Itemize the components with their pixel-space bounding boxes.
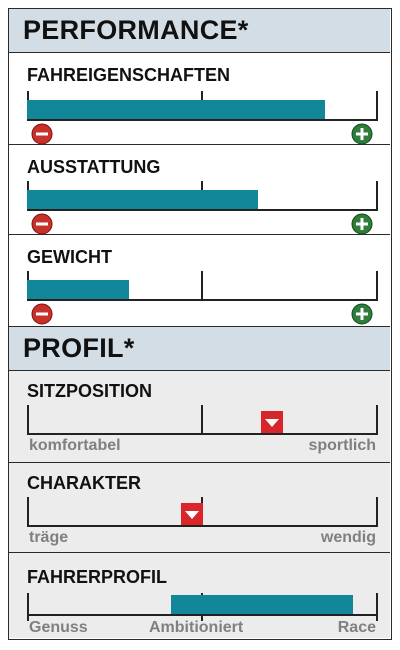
scale-end-tick: [376, 405, 378, 435]
row-charakter: CHARAKTER träge wendig: [9, 463, 390, 553]
row-fahreigenschaften: FAHREIGENSCHAFTEN: [9, 53, 390, 145]
plus-circle-icon: [351, 303, 373, 325]
scale-baseline: [27, 209, 377, 211]
scale-mid-label: Ambitioniert: [149, 619, 244, 636]
row-label: CHARAKTER: [27, 473, 141, 493]
scale-baseline: [27, 433, 377, 435]
row-fahrerprofil: FAHRERPROFIL Genuss Ambitioniert Race: [9, 553, 390, 638]
row-label: FAHREIGENSCHAFTEN: [27, 65, 231, 85]
performance-title: PERFORMANCE*: [23, 15, 249, 45]
performance-header: PERFORMANCE*: [9, 9, 390, 53]
scale-baseline: [27, 525, 377, 527]
row-ausstattung: AUSSTATTUNG: [9, 145, 390, 235]
scale-end-tick: [376, 181, 378, 211]
scale-mid-tick: [201, 405, 203, 435]
plus-circle-icon: [351, 123, 373, 145]
scale-end-tick: [376, 271, 378, 301]
scale-mid-tick: [201, 271, 203, 301]
row-gewicht: GEWICHT: [9, 235, 390, 327]
scale-start-tick: [27, 405, 29, 435]
scale-left-label: träge: [29, 529, 69, 546]
score-bar: [27, 100, 325, 120]
scale-start-tick: [27, 497, 29, 527]
scale-right-label: wendig: [320, 529, 376, 546]
scale-right-label: Race: [337, 619, 376, 636]
scale-end-tick: [376, 91, 378, 121]
profil-header: PROFIL*: [9, 327, 390, 371]
scale-end-tick: [376, 593, 378, 621]
minus-circle-icon: [31, 303, 53, 325]
row-label: FAHRERPROFIL: [27, 567, 168, 587]
position-marker-icon: [180, 503, 203, 525]
scale-start-tick: [27, 593, 29, 621]
rating-card: PERFORMANCE* FAHREIGENSCHAFTEN AUSSTATTU…: [8, 8, 392, 640]
minus-circle-icon: [31, 123, 53, 145]
score-bar: [27, 280, 129, 300]
row-label: SITZPOSITION: [27, 381, 153, 401]
profil-title: PROFIL*: [23, 333, 135, 363]
row-label: AUSSTATTUNG: [27, 157, 161, 177]
scale-left-label: Genuss: [29, 619, 88, 636]
scale-baseline: [27, 614, 377, 616]
scale-baseline: [27, 119, 377, 121]
plus-circle-icon: [351, 213, 373, 235]
rider-profile-range-bar: [170, 595, 353, 615]
position-marker-icon: [261, 411, 283, 433]
row-label: GEWICHT: [27, 247, 112, 267]
score-bar: [27, 190, 258, 210]
scale-baseline: [27, 299, 377, 301]
scale-right-label: sportlich: [308, 437, 376, 454]
minus-circle-icon: [31, 213, 53, 235]
row-sitzposition: SITZPOSITION komfortabel sportlich: [9, 371, 390, 463]
scale-left-label: komfortabel: [29, 437, 121, 454]
scale-end-tick: [376, 497, 378, 527]
